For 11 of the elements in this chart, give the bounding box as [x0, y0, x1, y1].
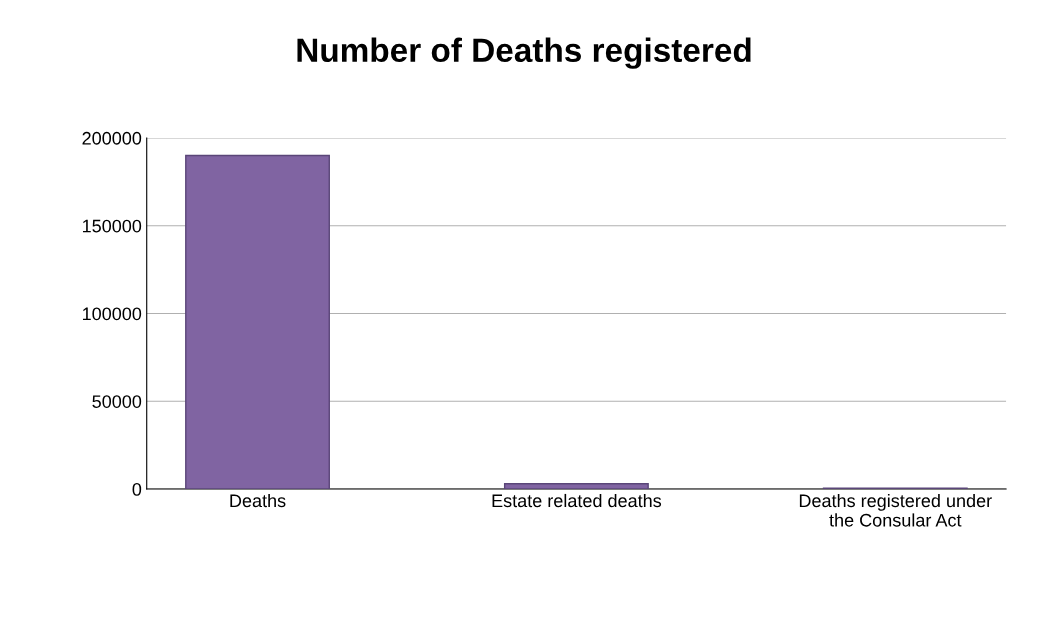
- x-tick-label: Deaths: [230, 493, 286, 508]
- y-tick-label: 100000: [82, 307, 142, 321]
- x-tick-label: Estate related deaths: [492, 493, 662, 508]
- bar: [185, 154, 330, 490]
- y-tick-label: 200000: [82, 131, 142, 145]
- y-tick-label: 50000: [92, 395, 142, 408]
- bar: [503, 483, 649, 490]
- chart-title: Number of Deaths registered: [297, 37, 751, 69]
- y-tick-label: 0: [132, 482, 142, 496]
- y-tick-label: 150000: [82, 219, 142, 233]
- x-tick-label: Deaths registered under the Consular Act: [799, 493, 992, 527]
